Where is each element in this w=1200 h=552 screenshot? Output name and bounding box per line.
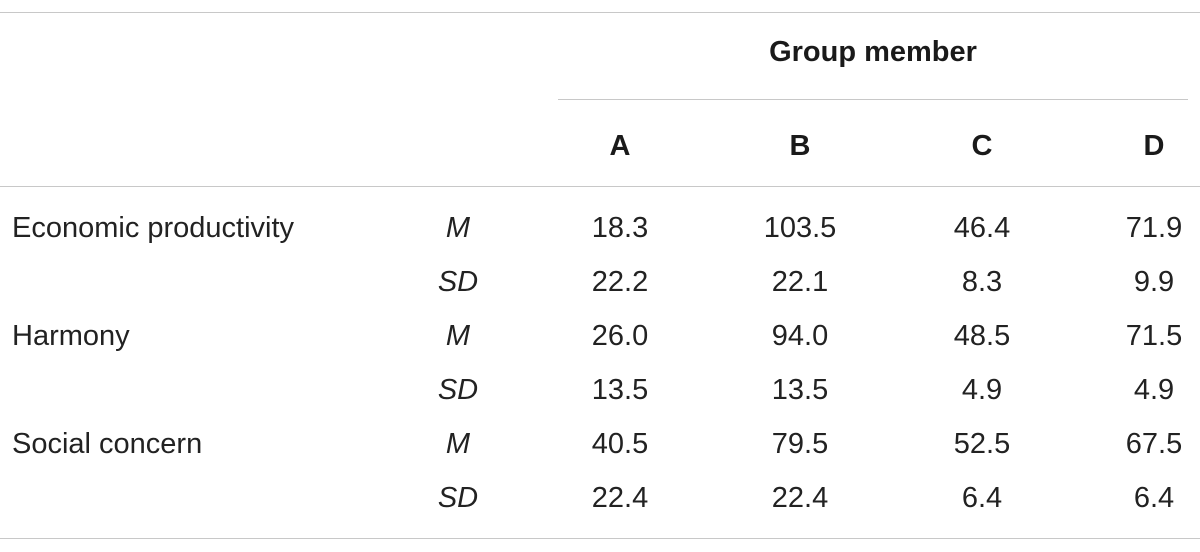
table-cell: 79.5 bbox=[771, 428, 829, 460]
table-cell: 6.4 bbox=[961, 482, 1003, 514]
table-cell: 13.5 bbox=[591, 374, 649, 406]
table-cell: 103.5 bbox=[763, 212, 837, 244]
header-bottom-rule bbox=[0, 186, 1200, 187]
column-header-b: B bbox=[789, 130, 811, 162]
group-member-header: Group member bbox=[769, 36, 977, 68]
table-cell: 52.5 bbox=[953, 428, 1011, 460]
table-cell: 22.1 bbox=[771, 266, 829, 298]
table-cell: 9.9 bbox=[1133, 266, 1175, 298]
table-cell: 94.0 bbox=[771, 320, 829, 352]
table-cell: 26.0 bbox=[591, 320, 649, 352]
stat-label: SD bbox=[437, 266, 479, 298]
group-header-rule bbox=[558, 99, 1188, 100]
table-cell: 4.9 bbox=[961, 374, 1003, 406]
stat-label: M bbox=[445, 212, 471, 244]
table-cell: 22.4 bbox=[591, 482, 649, 514]
table-cell: 4.9 bbox=[1133, 374, 1175, 406]
table-cell: 71.5 bbox=[1125, 320, 1183, 352]
column-header-a: A bbox=[609, 130, 631, 162]
table-cell: 18.3 bbox=[591, 212, 649, 244]
row-label: Harmony bbox=[12, 320, 130, 352]
table-cell: 40.5 bbox=[591, 428, 649, 460]
table-cell: 13.5 bbox=[771, 374, 829, 406]
row-label: Economic productivity bbox=[12, 212, 295, 244]
table-cell: 8.3 bbox=[961, 266, 1003, 298]
table-cell: 71.9 bbox=[1125, 212, 1183, 244]
table-cell: 46.4 bbox=[953, 212, 1011, 244]
stat-label: M bbox=[445, 320, 471, 352]
top-rule bbox=[0, 12, 1200, 13]
stat-label: M bbox=[445, 428, 471, 460]
bottom-rule bbox=[0, 538, 1200, 539]
stat-label: SD bbox=[437, 482, 479, 514]
table-cell: 48.5 bbox=[953, 320, 1011, 352]
row-label: Social concern bbox=[12, 428, 203, 460]
table-cell: 67.5 bbox=[1125, 428, 1183, 460]
table-cell: 22.2 bbox=[591, 266, 649, 298]
table-cell: 6.4 bbox=[1133, 482, 1175, 514]
stat-label: SD bbox=[437, 374, 479, 406]
table-cell: 22.4 bbox=[771, 482, 829, 514]
column-header-d: D bbox=[1143, 130, 1165, 162]
column-header-c: C bbox=[971, 130, 993, 162]
